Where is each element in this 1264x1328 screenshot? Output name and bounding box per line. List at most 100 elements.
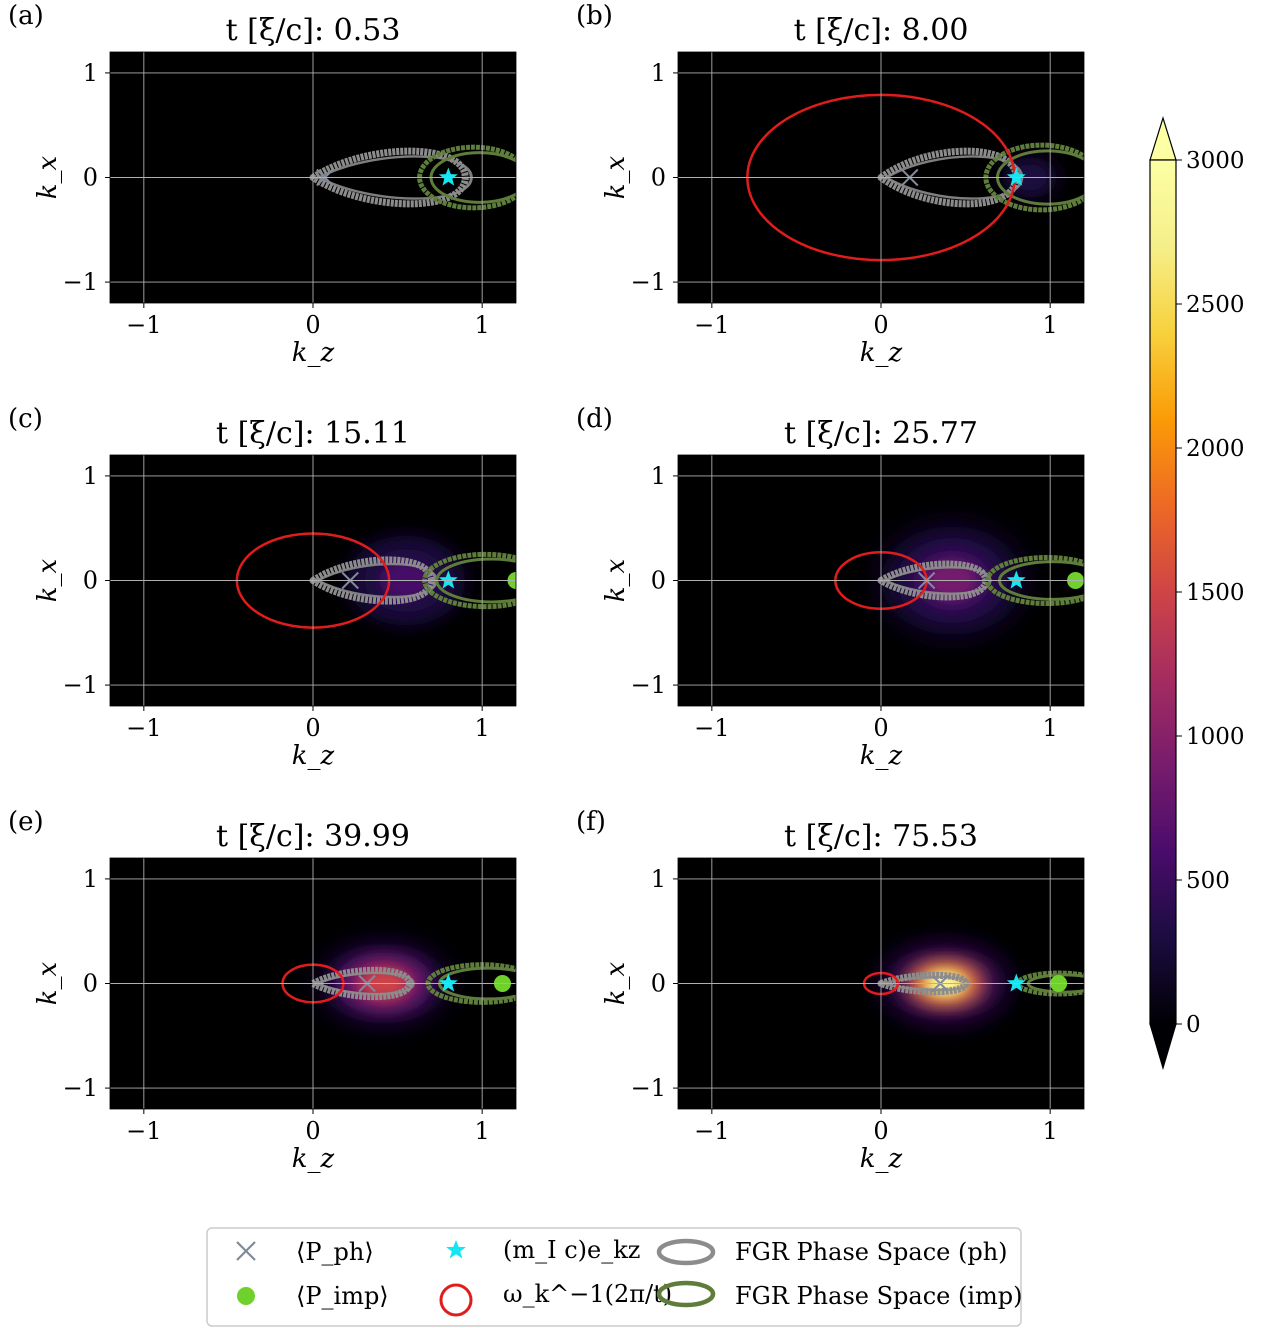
y-axis-label: k_x — [33, 961, 63, 1005]
subplot-title: t [ξ/c]: 39.99 — [216, 819, 410, 854]
y-axis-label: k_x — [601, 155, 631, 199]
legend: ⟨P_ph⟩ (m_I c)e_kz FGR Phase Space (ph) … — [206, 1227, 1023, 1327]
x-tick-label: 0 — [873, 1117, 888, 1145]
x-tick-label: −1 — [694, 1117, 729, 1145]
colorbar-tick-label: 1500 — [1186, 580, 1245, 606]
subplot-title: t [ξ/c]: 15.11 — [216, 416, 410, 451]
legend-item-imp-space: FGR Phase Space (imp) — [656, 1280, 1023, 1310]
grid — [678, 52, 1084, 303]
y-tick-label: −1 — [63, 268, 98, 296]
x-tick-label: 1 — [475, 311, 490, 339]
green-ellipse-icon — [656, 1280, 716, 1308]
x-tick-label: 0 — [305, 714, 320, 742]
star-marker — [438, 570, 458, 589]
legend-item-p-imp: ⟨P_imp⟩ — [237, 1282, 389, 1310]
colorbar-tick-label: 1000 — [1186, 724, 1245, 750]
x-tick-label: 1 — [475, 1117, 490, 1145]
grid — [678, 455, 1084, 706]
x-axis-label: k_z — [860, 338, 903, 368]
x-tick-label: 1 — [475, 714, 490, 742]
x-tick-label: 1 — [1043, 1117, 1058, 1145]
colorbar-extend-top — [1149, 115, 1177, 161]
grid — [678, 858, 1084, 1109]
subplot-f: −1 0 1 1 0 −1 k_z k_x t [ξ/c]: 75.53 (f) — [576, 807, 1085, 1174]
x-axis-label: k_z — [860, 1144, 903, 1174]
subplot-a: −1 0 1 1 0 −1 k_z k_x t [ξ/c]: 0.53 (a) — [8, 1, 517, 368]
y-axis-label: k_x — [33, 155, 63, 199]
legend-item-ph-space: FGR Phase Space (ph) — [656, 1238, 1008, 1266]
green-dot-icon — [237, 1287, 255, 1305]
y-tick-label: 0 — [651, 164, 666, 192]
subplot-c: −1 0 1 1 0 −1 k_z k_x t [ξ/c]: 15.11 (c) — [8, 404, 517, 771]
colorbar-tick-label: 2500 — [1186, 292, 1245, 318]
x-tick-label: 0 — [305, 311, 320, 339]
x-tick-label: 0 — [305, 1117, 320, 1145]
y-tick-label: −1 — [63, 1074, 98, 1102]
y-tick-label: 1 — [83, 462, 98, 490]
panel-letter: (d) — [576, 404, 613, 434]
x-tick-label: 0 — [873, 311, 888, 339]
y-tick-label: 1 — [651, 462, 666, 490]
subplot-e: −1 0 1 1 0 −1 k_z k_x t [ξ/c]: 39.99 (e) — [8, 807, 517, 1174]
star-marker — [1006, 167, 1026, 186]
subplot-title: t [ξ/c]: 75.53 — [784, 819, 978, 854]
y-tick-label: 1 — [651, 865, 666, 893]
y-tick-label: 0 — [83, 164, 98, 192]
y-axis-label: k_x — [33, 558, 63, 602]
x-axis-label: k_z — [292, 1144, 335, 1174]
y-tick-label: 0 — [651, 567, 666, 595]
legend-item-p-ph: ⟨P_ph⟩ — [236, 1238, 374, 1266]
subplot-d: −1 0 1 1 0 −1 k_z k_x t [ξ/c]: 25.77 (d) — [576, 404, 1085, 771]
y-tick-label: −1 — [631, 671, 666, 699]
y-axis-label: k_x — [601, 961, 631, 1005]
x-tick-label: −1 — [694, 714, 729, 742]
x-tick-label: −1 — [126, 311, 161, 339]
x-axis-label: k_z — [860, 741, 903, 771]
colorbar-extend-bottom — [1149, 1023, 1177, 1071]
grid — [110, 52, 516, 303]
colorbar-tick-label: 0 — [1186, 1012, 1201, 1038]
x-marker-icon — [236, 1241, 256, 1261]
colorbar: 0 500 1000 1500 2000 2500 3000 — [1149, 115, 1245, 1071]
legend-label-ph-space: FGR Phase Space (ph) — [735, 1238, 1008, 1266]
star-marker — [438, 973, 458, 992]
x-axis-label: k_z — [292, 741, 335, 771]
y-tick-label: 0 — [83, 970, 98, 998]
star-marker — [438, 167, 458, 186]
red-circle-icon — [439, 1283, 473, 1317]
x-tick-label: −1 — [694, 311, 729, 339]
legend-label-imp-space: FGR Phase Space (imp) — [735, 1282, 1023, 1310]
colorbar-tick-label: 3000 — [1186, 148, 1245, 174]
legend-label-p-imp: ⟨P_imp⟩ — [296, 1282, 389, 1310]
y-tick-label: 0 — [651, 970, 666, 998]
panel-letter: (e) — [8, 807, 44, 837]
panel-letter: (b) — [576, 1, 613, 31]
legend-label-red-circle: ω_k^−1(2π/t) — [503, 1280, 672, 1308]
panel-letter: (f) — [576, 807, 606, 837]
y-tick-label: 1 — [83, 865, 98, 893]
panel-letter: (c) — [8, 404, 43, 434]
legend-item-red-circle: ω_k^−1(2π/t) — [439, 1280, 672, 1317]
y-tick-label: −1 — [63, 671, 98, 699]
y-tick-label: 1 — [83, 59, 98, 87]
subplot-title: t [ξ/c]: 8.00 — [794, 13, 969, 48]
panel-letter: (a) — [8, 1, 44, 31]
legend-frame — [206, 1227, 1022, 1327]
x-axis-label: k_z — [292, 338, 335, 368]
y-tick-label: −1 — [631, 1074, 666, 1102]
x-tick-label: 0 — [873, 714, 888, 742]
x-tick-label: −1 — [126, 714, 161, 742]
legend-label-p-ph: ⟨P_ph⟩ — [296, 1238, 374, 1266]
colorbar-scale — [1149, 159, 1177, 1025]
y-tick-label: 1 — [651, 59, 666, 87]
colorbar-tick-label: 2000 — [1186, 436, 1245, 462]
legend-item-star: (m_I c)e_kz — [446, 1236, 640, 1264]
colorbar-tick-label: 500 — [1186, 868, 1230, 894]
y-axis-label: k_x — [601, 558, 631, 602]
legend-label-star: (m_I c)e_kz — [503, 1236, 640, 1264]
x-tick-label: −1 — [126, 1117, 161, 1145]
subplot-b: −1 0 1 1 0 −1 k_z k_x t [ξ/c]: 8.00 (b) — [576, 1, 1085, 368]
x-tick-label: 1 — [1043, 311, 1058, 339]
subplot-title: t [ξ/c]: 0.53 — [226, 13, 401, 48]
